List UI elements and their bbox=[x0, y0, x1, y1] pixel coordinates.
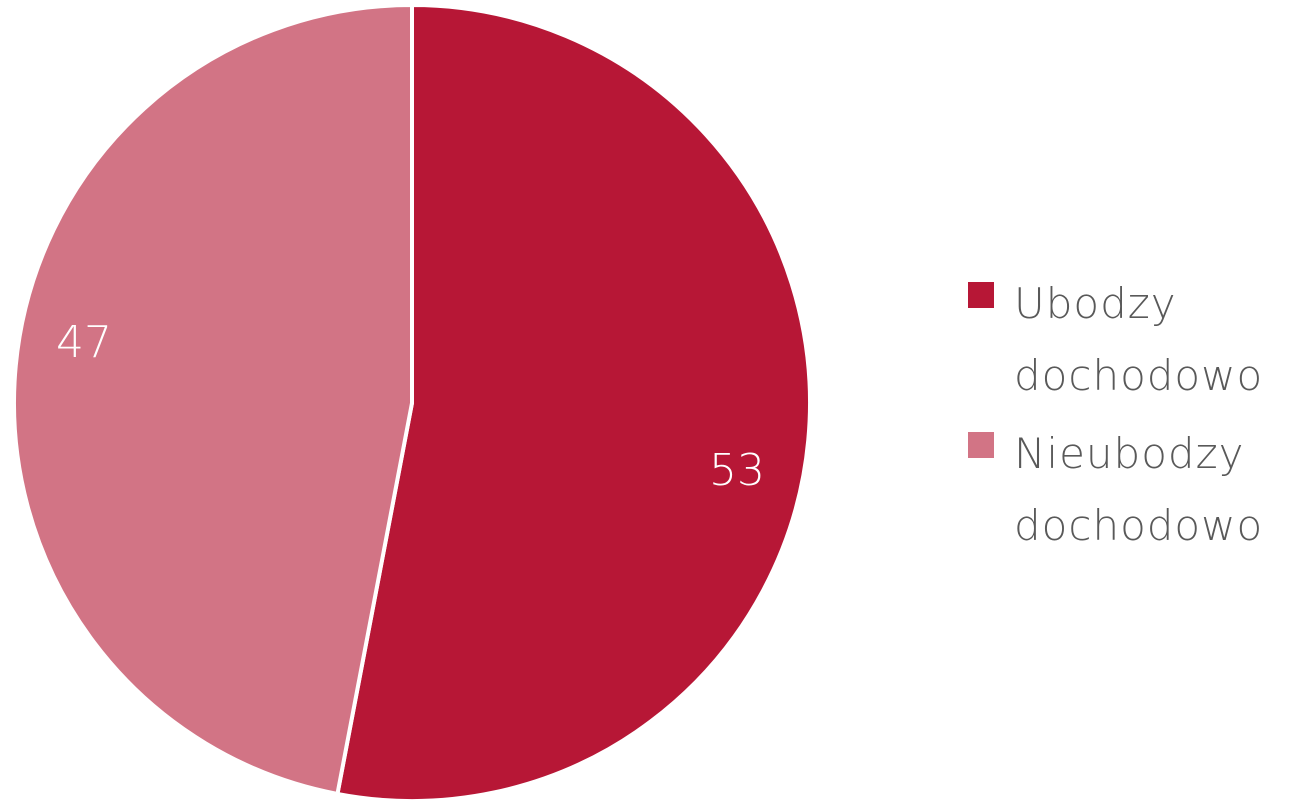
pie-slices bbox=[12, 3, 812, 801]
pie-data-labels: 53 47 bbox=[56, 317, 765, 496]
legend: Ubodzy dochodowo Nieubodzy dochodowo bbox=[968, 268, 1293, 568]
legend-swatch-nieubodzy bbox=[968, 432, 994, 458]
legend-item-nieubodzy: Nieubodzy dochodowo bbox=[968, 418, 1293, 562]
data-label-ubodzy: 53 bbox=[709, 445, 765, 496]
pie-slice-nieubodzy bbox=[12, 3, 414, 796]
legend-swatch-ubodzy bbox=[968, 282, 994, 308]
legend-label-nieubodzy: Nieubodzy dochodowo bbox=[1014, 429, 1264, 550]
data-label-nieubodzy: 47 bbox=[56, 317, 112, 368]
legend-item-ubodzy: Ubodzy dochodowo bbox=[968, 268, 1293, 412]
legend-label-ubodzy: Ubodzy dochodowo bbox=[1014, 279, 1264, 400]
pie-slice-ubodzy bbox=[335, 3, 812, 801]
